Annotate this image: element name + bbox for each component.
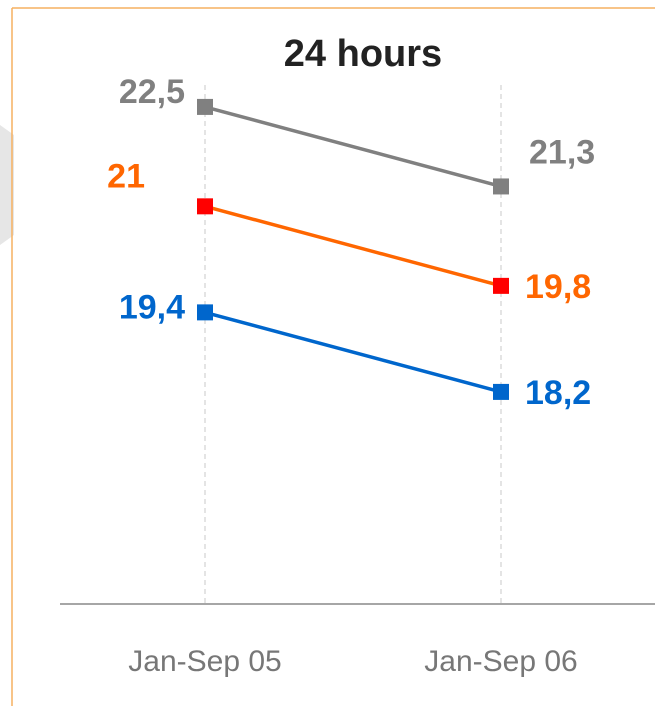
marker: [197, 98, 213, 115]
series-line: [204, 204, 502, 288]
chart-title: 24 hours: [284, 33, 442, 75]
data-label: 22,5: [119, 73, 185, 111]
data-label: 19,4: [119, 288, 185, 326]
data-label: 21,3: [529, 133, 595, 171]
x-tick-label: Jan-Sep 06: [424, 645, 577, 678]
decoration: [0, 125, 14, 245]
series-line: [204, 310, 502, 394]
marker: [493, 277, 509, 294]
x-tick-label: Jan-Sep 05: [128, 645, 281, 678]
marker: [493, 383, 509, 400]
marker: [197, 304, 213, 321]
marker: [197, 198, 213, 215]
data-label: 19,8: [525, 268, 591, 306]
series-line: [204, 105, 502, 189]
data-label: 21: [107, 157, 145, 195]
data-label: 18,2: [525, 374, 591, 412]
marker: [493, 178, 509, 195]
